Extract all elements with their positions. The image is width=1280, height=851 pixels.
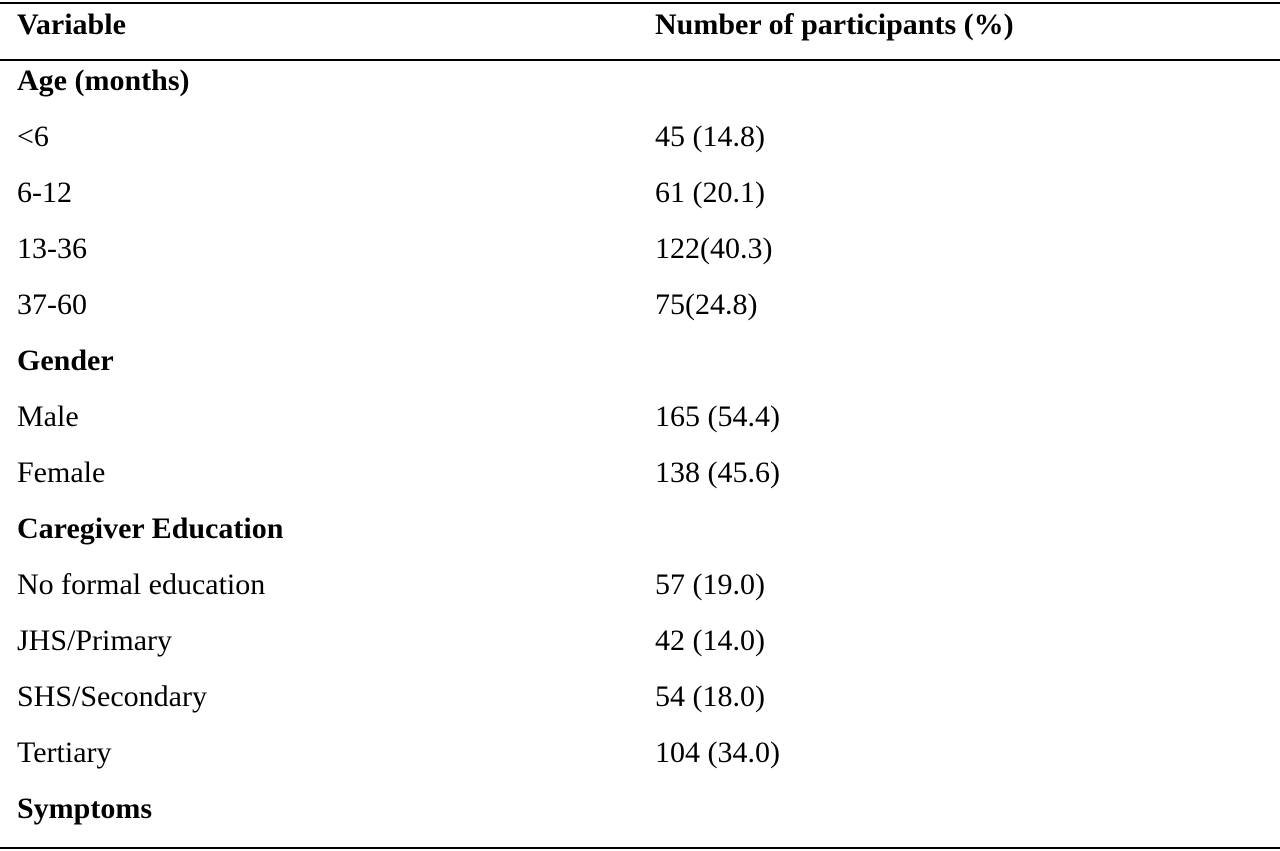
variable-cell: Caregiver Education: [17, 512, 284, 545]
count-cell: 45 (14.8): [655, 120, 765, 153]
variable-cell: <6: [17, 120, 49, 153]
count-cell: 165 (54.4): [655, 400, 780, 433]
data-row: SHS/Secondary 54 (18.0): [0, 676, 1280, 732]
variable-cell: Tertiary: [17, 736, 112, 769]
variable-cell: Female: [17, 456, 106, 489]
section-row: Gender: [0, 340, 1280, 396]
count-cell: 54 (18.0): [655, 680, 765, 713]
section-row: Symptoms: [0, 788, 1280, 844]
header-cell: Number of participants (%): [655, 8, 1014, 41]
count-cell: 42 (14.0): [655, 624, 765, 657]
variable-cell: Symptoms: [17, 792, 153, 825]
variable-cell: JHS/Primary: [17, 624, 173, 657]
data-row: Tertiary 104 (34.0): [0, 732, 1280, 788]
data-row: 13-36 122(40.3): [0, 228, 1280, 284]
section-row: Caregiver Education: [0, 508, 1280, 564]
count-cell: 122(40.3): [655, 232, 773, 265]
variable-cell: 13-36: [17, 232, 87, 265]
data-row: 6-12 61 (20.1): [0, 172, 1280, 228]
section-row: Age (months): [0, 60, 1280, 116]
variable-cell: Age (months): [17, 64, 190, 97]
header-rule: [0, 59, 1280, 61]
variable-cell: SHS/Secondary: [17, 680, 207, 713]
variable-cell: 6-12: [17, 176, 72, 209]
header-cell: Variable: [17, 8, 126, 41]
count-cell: 75(24.8): [655, 288, 758, 321]
top-rule: [0, 2, 1280, 4]
variable-cell: Male: [17, 400, 79, 433]
count-cell: 61 (20.1): [655, 176, 765, 209]
header-row: Variable Number of participants (%): [0, 4, 1280, 60]
variable-cell: 37-60: [17, 288, 87, 321]
data-row: Female 138 (45.6): [0, 452, 1280, 508]
data-row: JHS/Primary 42 (14.0): [0, 620, 1280, 676]
count-cell: 104 (34.0): [655, 736, 780, 769]
variable-cell: Gender: [17, 344, 114, 377]
variable-cell: No formal education: [17, 568, 266, 601]
count-cell: 57 (19.0): [655, 568, 765, 601]
data-row: Male 165 (54.4): [0, 396, 1280, 452]
data-row: 37-60 75(24.8): [0, 284, 1280, 340]
bottom-rule: [0, 847, 1280, 849]
data-row: No formal education 57 (19.0): [0, 564, 1280, 620]
data-row: <6 45 (14.8): [0, 116, 1280, 172]
count-cell: 138 (45.6): [655, 456, 780, 489]
